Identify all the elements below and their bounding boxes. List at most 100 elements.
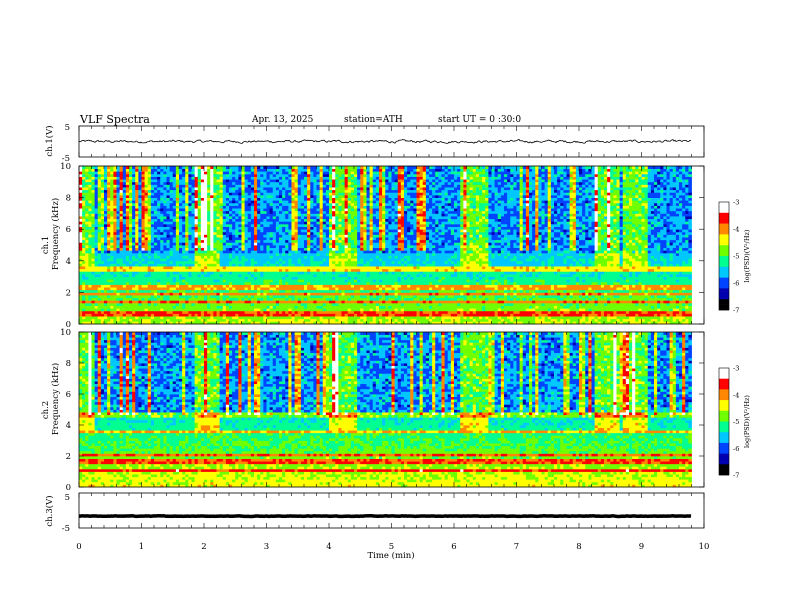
- spectrogram-cell: [169, 213, 174, 217]
- spectrogram-cell: [85, 250, 89, 254]
- spectrogram-cell: [163, 202, 167, 206]
- spectrogram-cell: [100, 321, 105, 325]
- spectrogram-cell: [113, 237, 117, 241]
- spectrogram-cell: [88, 231, 92, 235]
- spectrogram-cell: [160, 173, 164, 177]
- spectrogram-cell: [247, 181, 252, 185]
- spectrogram-cell: [207, 260, 211, 264]
- spectrogram-cell: [185, 194, 189, 198]
- spectrogram-cell: [160, 268, 164, 272]
- spectrogram-cell: [207, 276, 211, 280]
- spectrogram-cell: [116, 284, 121, 288]
- spectrogram-cell: [182, 247, 186, 251]
- spectrogram-cell: [163, 276, 167, 280]
- spectrogram-cell: [179, 216, 183, 220]
- spectrogram-cell: [138, 300, 142, 304]
- spectrogram-cell: [179, 295, 183, 299]
- spectrogram-cell: [175, 205, 180, 209]
- spectrogram-cell: [254, 276, 258, 280]
- spectrogram-cell: [154, 171, 158, 175]
- spectrogram-cell: [250, 279, 255, 283]
- spectrogram-cell: [129, 166, 133, 170]
- spectrogram-cell: [260, 226, 264, 230]
- spectrogram-cell: [85, 305, 89, 309]
- spectrogram-cell: [275, 226, 280, 230]
- spectrogram-cell: [166, 231, 171, 235]
- spectrogram-cell: [163, 197, 167, 201]
- spectrogram-cell: [204, 166, 208, 170]
- spectrogram-cell: [222, 273, 227, 277]
- spectrogram-cell: [204, 310, 208, 314]
- spectrogram-cell: [279, 247, 283, 251]
- spectrogram-cell: [141, 245, 146, 249]
- spectrogram-cell: [119, 247, 124, 251]
- spectrogram-cell: [322, 168, 327, 172]
- spectrogram-cell: [88, 297, 92, 301]
- spectrogram-cell: [147, 263, 152, 267]
- spectrogram-cell: [204, 181, 208, 185]
- spectrogram-cell: [219, 313, 224, 317]
- spectrogram-cell: [316, 168, 321, 172]
- spectrogram-cell: [229, 245, 233, 249]
- spectrogram-cell: [238, 260, 242, 264]
- spectrogram-cell: [235, 226, 239, 230]
- spectrogram-cell: [150, 310, 155, 314]
- spectrogram-cell: [322, 271, 327, 275]
- spectrogram-cell: [207, 321, 211, 325]
- spectrogram-cell: [110, 221, 114, 225]
- spectrogram-cell: [166, 313, 171, 317]
- spectrogram-cell: [210, 166, 214, 170]
- spectrogram-cell: [213, 187, 217, 191]
- spectrogram-cell: [144, 187, 149, 191]
- spectrogram-cell: [307, 221, 311, 225]
- spectrogram-cell: [210, 313, 214, 317]
- spectrogram-cell: [235, 197, 239, 201]
- spectrogram-cell: [150, 271, 155, 275]
- spectrogram-cell: [219, 308, 224, 312]
- spectrogram-cell: [300, 202, 305, 206]
- spectrogram-cell: [116, 295, 121, 299]
- spectrogram-cell: [122, 218, 127, 222]
- spectrogram-cell: [166, 218, 171, 222]
- spectrogram-cell: [113, 197, 117, 201]
- spectrogram-cell: [179, 197, 183, 201]
- spectrogram-cell: [257, 281, 261, 285]
- spectrogram-cell: [307, 263, 311, 267]
- spectrogram-cell: [147, 171, 152, 175]
- spectrogram-cell: [210, 239, 214, 243]
- spectrogram-cell: [244, 210, 249, 214]
- spectrogram-cell: [129, 179, 133, 183]
- spectrogram-cell: [119, 202, 124, 206]
- spectrogram-cell: [125, 268, 130, 272]
- date-label: Apr. 13, 2025: [251, 115, 314, 125]
- spectrogram-cell: [235, 245, 239, 249]
- spectrogram-cell: [254, 200, 258, 204]
- spectrogram-cell: [107, 295, 111, 299]
- spectrogram-cell: [175, 229, 180, 233]
- spectrogram-cell: [257, 305, 261, 309]
- spectrogram-cell: [163, 213, 167, 217]
- spectrogram-cell: [291, 260, 296, 264]
- spectrogram-cell: [294, 268, 299, 272]
- spectrogram-cell: [304, 187, 308, 191]
- spectrogram-cell: [213, 200, 217, 204]
- spectrogram-cell: [135, 260, 139, 264]
- spectrogram-cell: [144, 310, 149, 314]
- spectrogram-cell: [244, 302, 249, 306]
- spectrogram-cell: [135, 197, 139, 201]
- spectrogram-cell: [232, 287, 236, 291]
- spectrogram-cell: [241, 268, 246, 272]
- spectrogram-cell: [160, 260, 164, 264]
- spectrogram-cell: [188, 239, 192, 243]
- spectrogram-cell: [263, 234, 267, 238]
- spectrogram-cell: [250, 181, 255, 185]
- spectrogram-cell: [285, 302, 289, 306]
- spectrogram-cell: [279, 297, 283, 301]
- spectrogram-cell: [241, 194, 246, 198]
- spectrogram-cell: [238, 200, 242, 204]
- spectrogram-cell: [172, 292, 177, 296]
- spectrogram-cell: [216, 316, 221, 320]
- spectrogram-cell: [279, 187, 283, 191]
- spectrogram-cell: [113, 310, 117, 314]
- spectrogram-cell: [169, 263, 174, 267]
